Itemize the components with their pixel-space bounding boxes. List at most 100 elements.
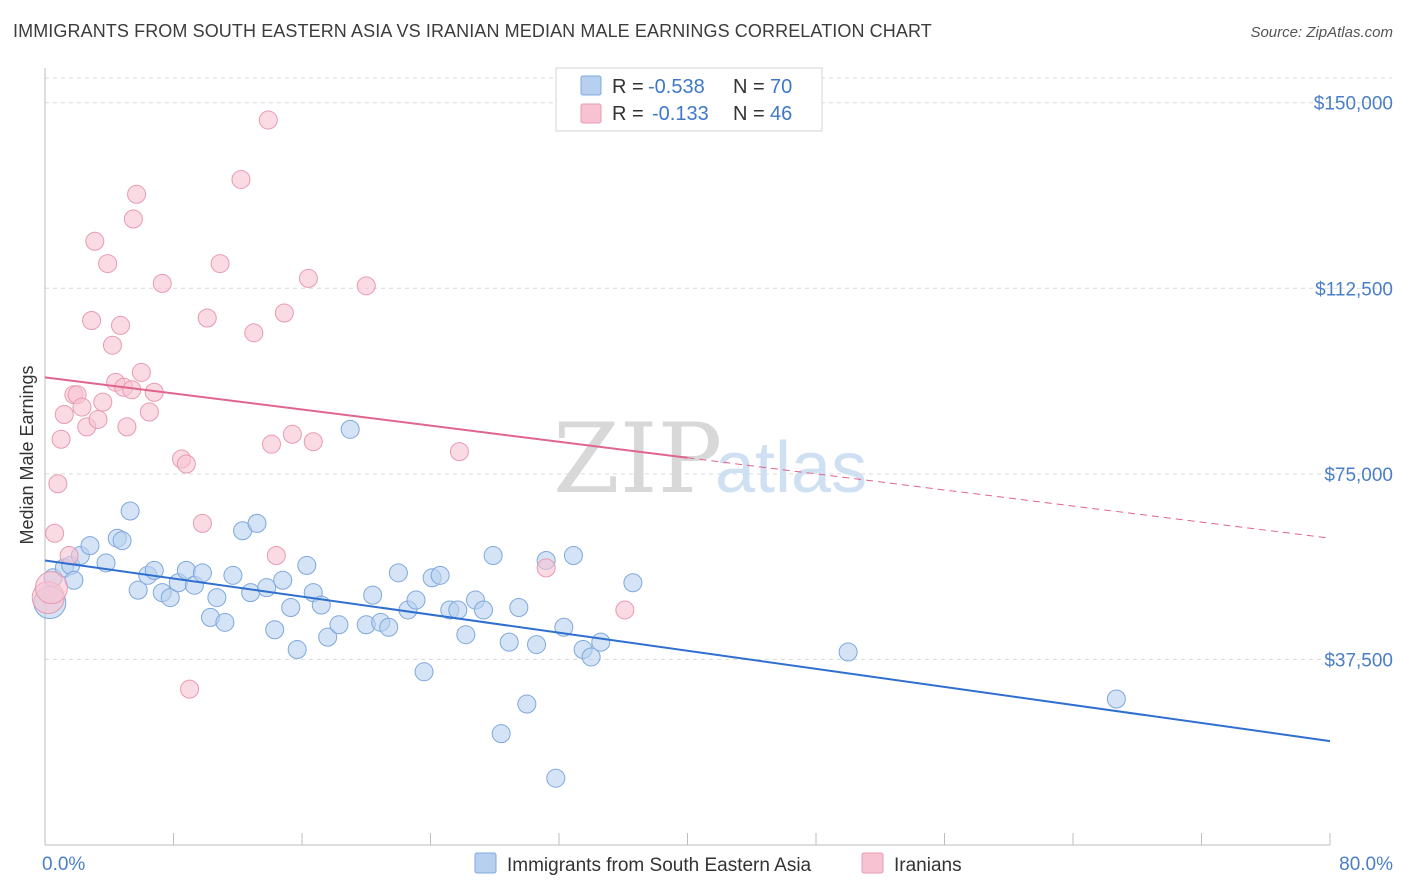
legend-r-label-blue: R =: [612, 76, 644, 98]
pink-point-5: [54, 404, 74, 424]
pink-point-30: [180, 679, 200, 699]
blue-point-22: [215, 612, 235, 632]
legend-r-label-pink: R =: [612, 103, 644, 125]
legend-n-value-blue: 70: [770, 76, 792, 98]
blue-point-6: [80, 536, 100, 556]
pink-point-34: [244, 323, 264, 343]
series-iranians: [31, 110, 635, 699]
pink-point-43: [356, 276, 376, 296]
legend-swatch-blue: [580, 75, 602, 96]
pink-point-32: [197, 308, 217, 328]
y-tick-label-3: $150,000: [1314, 94, 1393, 115]
pink-point-22: [123, 209, 143, 229]
watermark: ZIP atlas: [553, 403, 867, 515]
pink-point-9: [72, 397, 92, 417]
pink-point-23: [127, 184, 147, 204]
blue-point-53: [483, 546, 503, 566]
legend-n-value-pink: 46: [770, 103, 792, 125]
bottom-legend-label-pink: Iranians: [894, 855, 962, 876]
pink-point-36: [258, 110, 278, 130]
pink-point-24: [131, 362, 151, 382]
blue-point-66: [623, 573, 643, 593]
blue-point-55: [499, 632, 519, 652]
trend-line-pink-solid: [44, 376, 688, 459]
pink-point-2: [45, 523, 65, 543]
blue-point-27: [257, 578, 277, 598]
legend-box: R = -0.538 N = 70 R = -0.133 N = 46: [555, 67, 823, 132]
pink-point-45: [536, 558, 556, 578]
pink-point-1: [34, 571, 68, 605]
chart-title: IMMIGRANTS FROM SOUTH EASTERN ASIA VS IR…: [13, 21, 932, 41]
blue-point-44: [406, 590, 426, 610]
pink-point-44: [449, 442, 469, 462]
blue-point-32: [297, 555, 317, 575]
blue-point-19: [192, 563, 212, 583]
pink-point-46: [615, 600, 635, 620]
x-tick-label-min: 0.0%: [42, 854, 85, 875]
blue-point-41: [379, 617, 399, 637]
y-tick-label-2: $112,500: [1315, 279, 1393, 300]
y-axis-label: Median Male Earnings: [17, 365, 37, 544]
grid-lines: [45, 77, 1392, 660]
legend-swatch-pink: [580, 103, 602, 124]
watermark-atlas: atlas: [715, 428, 867, 508]
pink-point-12: [85, 231, 105, 251]
legend-r-value-pink: -0.133: [652, 103, 709, 125]
blue-point-30: [281, 597, 301, 617]
blue-point-45: [414, 662, 434, 682]
blue-point-39: [363, 585, 383, 605]
blue-point-65: [591, 632, 611, 652]
y-tick-label-0: $37,500: [1324, 650, 1393, 671]
pink-point-6: [59, 546, 79, 566]
blue-point-11: [128, 580, 148, 600]
pink-point-35: [231, 169, 251, 189]
blue-point-60: [546, 768, 566, 788]
blue-point-36: [329, 615, 349, 635]
blue-point-47: [430, 565, 450, 585]
blue-point-58: [527, 635, 547, 655]
pink-point-29: [176, 454, 196, 474]
blue-point-31: [287, 640, 307, 660]
blue-point-23: [223, 565, 243, 585]
legend-r-value-blue: -0.538: [648, 76, 705, 98]
blue-point-35: [318, 627, 338, 647]
pink-point-16: [102, 335, 122, 355]
pink-point-37: [261, 434, 281, 454]
blue-point-26: [247, 513, 267, 533]
pink-point-38: [266, 546, 286, 566]
blue-point-29: [273, 570, 293, 590]
pink-point-27: [152, 273, 172, 293]
pink-point-33: [210, 254, 230, 274]
legend-n-label-pink: N =: [733, 103, 765, 125]
pink-point-11: [82, 310, 102, 330]
legend-n-label-blue: N =: [733, 76, 765, 98]
blue-point-15: [160, 588, 180, 608]
series-immigrants-south-eastern-asia: [33, 419, 1126, 788]
pink-point-20: [117, 417, 137, 437]
pink-point-14: [93, 392, 113, 412]
bottom-legend-swatch-blue: [474, 852, 497, 874]
blue-point-64: [581, 647, 601, 667]
pink-point-40: [282, 424, 302, 444]
x-tick-labels: 0.0% 80.0%: [42, 854, 1393, 875]
pink-point-41: [298, 268, 318, 288]
blue-point-37: [340, 419, 360, 439]
y-tick-labels: $37,500 $75,000 $112,500 $150,000: [1314, 94, 1393, 672]
blue-point-25: [241, 583, 261, 603]
watermark-zip: ZIP: [553, 403, 722, 515]
bottom-legend-swatch-pink: [861, 852, 884, 874]
trend-lines: [44, 376, 1331, 743]
x-tick-label-max: 80.0%: [1339, 854, 1393, 875]
bottom-legend: Immigrants from South Eastern Asia Irani…: [474, 852, 962, 876]
blue-point-62: [563, 546, 583, 566]
blue-point-28: [265, 620, 285, 640]
blue-point-10: [120, 501, 140, 521]
blue-point-42: [388, 563, 408, 583]
source-credit: Source: ZipAtlas.com: [1250, 24, 1393, 41]
blue-point-68: [1106, 689, 1126, 709]
bottom-legend-label-blue: Immigrants from South Eastern Asia: [507, 855, 812, 876]
blue-point-9: [112, 531, 132, 551]
pink-point-4: [51, 429, 71, 449]
blue-point-57: [517, 694, 537, 714]
